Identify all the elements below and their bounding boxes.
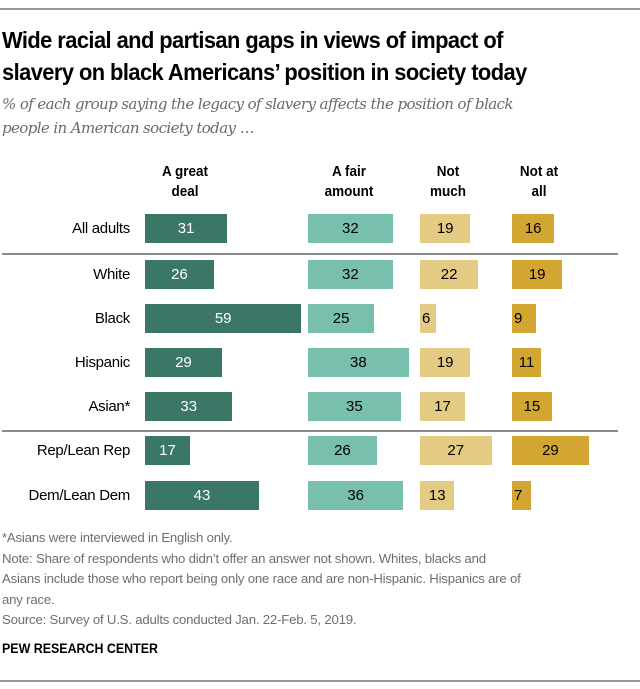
data-label: 32 xyxy=(342,266,359,283)
data-label: 35 xyxy=(346,398,363,415)
column-header-line: much xyxy=(429,183,466,200)
row-label: All adults xyxy=(72,220,130,237)
bar xyxy=(145,348,222,377)
bar xyxy=(145,392,233,421)
bar xyxy=(420,348,471,377)
data-label: 43 xyxy=(193,487,211,504)
row-label: White xyxy=(93,266,130,283)
column-header-a-great-deal: A great deal xyxy=(140,162,230,202)
data-label: 33 xyxy=(180,398,198,415)
bar xyxy=(420,304,436,333)
column-header-line: deal xyxy=(171,183,199,200)
row-label: Asian* xyxy=(88,398,130,415)
data-label: 38 xyxy=(350,354,367,371)
data-label: 19 xyxy=(436,354,454,371)
column-header-line: all xyxy=(531,183,547,200)
bar xyxy=(420,481,455,510)
bar xyxy=(145,260,214,289)
brand-label: PEW RESEARCH CENTER xyxy=(2,641,158,656)
bar xyxy=(512,348,542,377)
bar xyxy=(420,392,466,421)
column-header-a-fair-amount: A fair amount xyxy=(304,162,394,202)
chart-subtitle-line-1: % of each group saying the legacy of sla… xyxy=(2,95,514,113)
bottom-rule xyxy=(0,680,640,682)
bar xyxy=(512,260,563,289)
data-label: 59 xyxy=(214,310,232,327)
column-header-line: A fair xyxy=(331,163,367,180)
chart-title: Wide racial and partisan gaps in views o… xyxy=(2,24,593,88)
bar xyxy=(145,214,228,243)
bar xyxy=(308,392,401,421)
data-label: 17 xyxy=(434,398,451,415)
row-label: Hispanic xyxy=(74,354,130,371)
bar xyxy=(308,348,409,377)
data-label: 32 xyxy=(342,220,359,237)
data-label: 16 xyxy=(524,220,542,237)
bar xyxy=(145,436,191,465)
source-line: Source: Survey of U.S. adults conducted … xyxy=(2,612,357,627)
data-label: 27 xyxy=(447,442,465,459)
bar xyxy=(512,436,589,465)
note-asterisk: *Asians were interviewed in English only… xyxy=(2,530,233,545)
data-label: 26 xyxy=(171,266,188,283)
column-header-not-much: Not much xyxy=(403,162,493,202)
bar xyxy=(512,392,552,421)
data-label: 29 xyxy=(542,442,559,459)
data-label: 19 xyxy=(436,220,454,237)
data-label: 22 xyxy=(440,266,458,283)
data-label: 11 xyxy=(518,354,535,371)
row-label: Rep/Lean Rep xyxy=(36,442,130,459)
data-label: 15 xyxy=(523,398,541,415)
group-divider xyxy=(2,253,618,255)
bar xyxy=(512,214,555,243)
bar xyxy=(308,481,404,510)
bar xyxy=(308,436,377,465)
bar xyxy=(145,481,259,510)
bar xyxy=(308,304,375,333)
column-header-line: Not at xyxy=(519,163,559,180)
group-divider xyxy=(2,430,618,432)
note-line-1: Note: Share of respondents who didn’t of… xyxy=(2,550,486,566)
bar xyxy=(512,481,531,510)
row-label: Black xyxy=(94,310,130,327)
bar xyxy=(420,214,471,243)
chart-subtitle-line-2: people in American society today … xyxy=(2,119,255,137)
data-label: 31 xyxy=(177,220,195,237)
data-label: 13 xyxy=(428,487,446,504)
chart-subtitle: % of each group saying the legacy of sla… xyxy=(2,92,622,140)
data-label: 25 xyxy=(332,310,350,327)
column-header-line: Not xyxy=(436,163,460,180)
chart-title-line-2: slavery on black Americans’ position in … xyxy=(2,59,527,85)
bar xyxy=(308,214,393,243)
data-label: 36 xyxy=(347,487,365,504)
note-line-3: any race. xyxy=(2,591,55,607)
top-rule xyxy=(0,8,640,10)
column-header-line: A great xyxy=(161,163,209,180)
data-label: 26 xyxy=(334,442,351,459)
bar xyxy=(420,260,479,289)
bar xyxy=(420,436,492,465)
data-label: 9 xyxy=(514,310,523,327)
chart-notes: *Asians were interviewed in English only… xyxy=(2,528,632,631)
data-label: 6 xyxy=(422,310,431,327)
row-label: Dem/Lean Dem xyxy=(28,487,131,504)
bar xyxy=(512,304,536,333)
bar xyxy=(308,260,393,289)
data-label: 29 xyxy=(175,354,192,371)
note-line-2: Asians include those who report being on… xyxy=(2,571,521,586)
data-label: 17 xyxy=(159,442,176,459)
bar xyxy=(145,304,302,333)
data-label: 7 xyxy=(514,487,523,504)
column-header-not-at-all: Not at all xyxy=(494,162,584,202)
data-label: 19 xyxy=(528,266,546,283)
column-header-line: amount xyxy=(324,183,374,200)
chart-title-line-1: Wide racial and partisan gaps in views o… xyxy=(2,27,503,53)
